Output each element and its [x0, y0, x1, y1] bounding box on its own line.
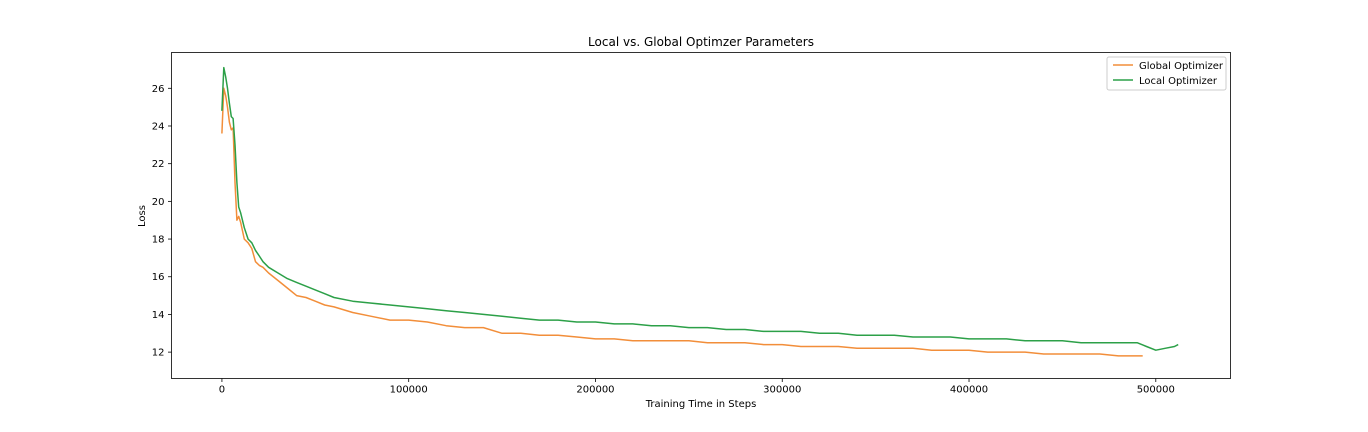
x-tick-label: 0: [219, 385, 225, 396]
x-axis: 0 100000 200000 300000 400000 500000: [219, 378, 1175, 396]
y-tick-label: 12: [152, 348, 165, 359]
y-axis-title: Loss: [137, 205, 148, 227]
y-axis: 12 14 16 18 20 22 24 26: [152, 84, 172, 359]
y-tick-label: 20: [152, 197, 165, 208]
x-tick-label: 400000: [950, 385, 988, 396]
y-tick-label: 22: [152, 159, 165, 170]
x-tick-label: 300000: [763, 385, 801, 396]
series-line-local: [221, 66, 1179, 351]
y-tick-label: 18: [152, 235, 165, 246]
legend-frame: [1106, 56, 1227, 91]
x-axis-title: Training Time in Steps: [645, 399, 757, 410]
legend-label-local: Local Optimizer: [1139, 76, 1218, 87]
x-tick-label: 200000: [576, 385, 614, 396]
y-tick-label: 14: [152, 310, 165, 321]
x-tick-label: 500000: [1137, 385, 1175, 396]
series-line-global: [221, 87, 1143, 357]
legend: Global Optimizer Local Optimizer: [1106, 56, 1227, 91]
plot-frame: [171, 52, 1231, 379]
legend-label-global: Global Optimizer: [1139, 61, 1224, 72]
x-tick-label: 100000: [390, 385, 428, 396]
series-layer: [221, 66, 1179, 357]
y-tick-label: 26: [152, 84, 165, 95]
y-tick-label: 24: [152, 121, 165, 132]
y-tick-label: 16: [152, 272, 165, 283]
chart-title: Local vs. Global Optimzer Parameters: [588, 35, 814, 49]
